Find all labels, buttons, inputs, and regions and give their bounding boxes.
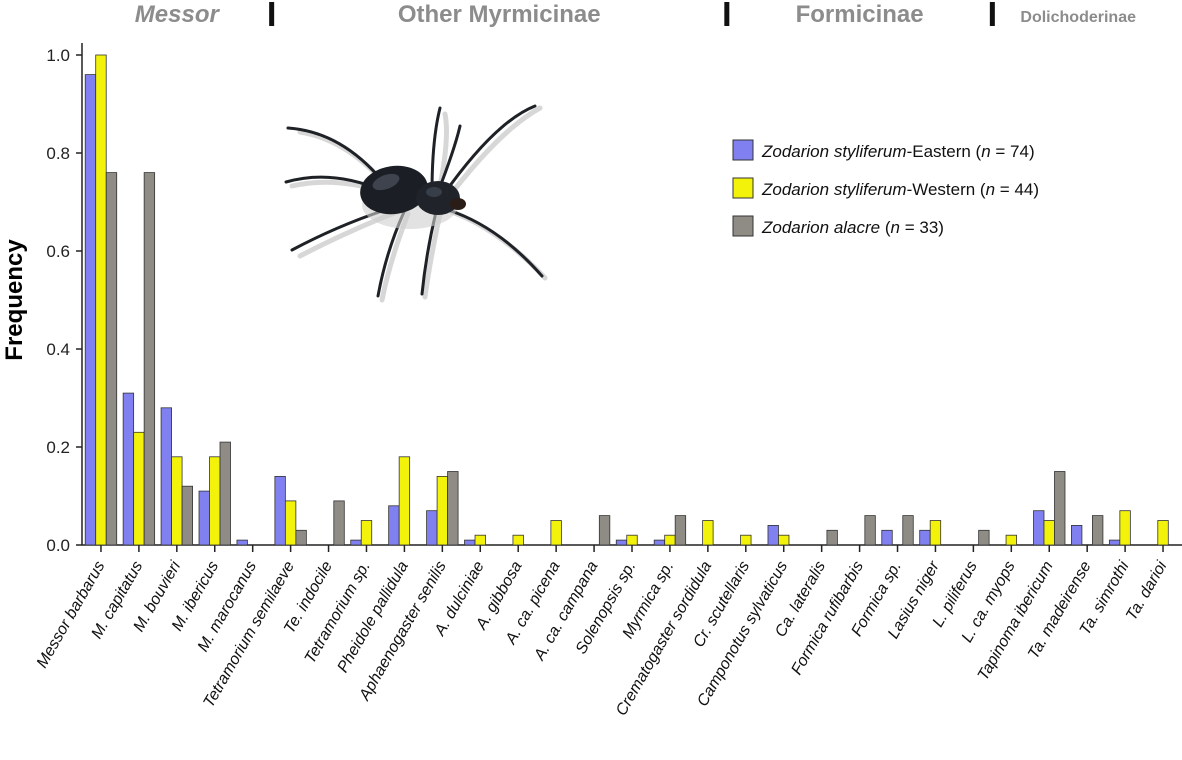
legend-swatch (732, 215, 754, 237)
bar (902, 515, 914, 546)
bar (767, 525, 779, 546)
bar (550, 520, 562, 546)
bar (122, 392, 135, 546)
bar (274, 475, 286, 546)
y-tick-label: 0.8 (46, 144, 70, 163)
bar (360, 520, 373, 546)
bar (653, 539, 666, 546)
legend-entry: Zodarion styliferum-Western (n = 44) (761, 180, 1039, 199)
bar (1005, 534, 1017, 546)
bar (198, 490, 210, 546)
bar (740, 534, 752, 546)
bar (1071, 525, 1083, 546)
bar (1043, 520, 1055, 546)
bar (436, 475, 448, 546)
bar (881, 529, 893, 546)
spider-icon (284, 104, 548, 303)
bar (426, 510, 438, 546)
bar (333, 500, 345, 546)
y-tick-label: 0.2 (46, 438, 70, 457)
bar (133, 431, 145, 546)
bar (615, 539, 628, 546)
bar (626, 534, 638, 546)
bar (978, 529, 990, 546)
bar (464, 539, 476, 546)
y-tick-label: 0.6 (46, 242, 70, 261)
bar (284, 500, 297, 546)
bar (919, 529, 931, 546)
bar (84, 74, 97, 546)
bar (160, 407, 172, 546)
group-label: Other Myrmicinae (398, 1, 601, 28)
legend: Zodarion styliferum-Eastern (n = 74) Zoda… (732, 139, 1039, 237)
category-label: Messor barbarus (34, 559, 109, 671)
y-tick-label: 1.0 (46, 46, 70, 65)
bar (778, 534, 790, 546)
group-separator (269, 2, 275, 26)
bar (171, 456, 183, 546)
bar (398, 456, 411, 546)
group-label: Dolichoderinae (1020, 9, 1136, 26)
group-label: Messor (135, 1, 221, 28)
y-tick-label: 0.0 (46, 536, 70, 555)
bar (209, 456, 221, 546)
bar (350, 539, 362, 546)
bar (143, 172, 156, 546)
bar (1108, 539, 1121, 546)
bar (236, 539, 248, 546)
bar (95, 54, 107, 546)
bar (1054, 471, 1066, 546)
group-label: Formicinae (796, 1, 924, 28)
bar (181, 485, 193, 546)
bar (598, 515, 611, 546)
bar (826, 529, 838, 546)
bar (219, 441, 231, 546)
y-tick-label: 0.4 (46, 340, 70, 359)
bar (702, 520, 714, 546)
bar (1157, 520, 1169, 546)
bar (105, 172, 118, 546)
taxon-group-labels: Messor Other Myrmicinae Formicinae Dolichod… (135, 1, 1136, 28)
bar (295, 529, 307, 546)
bar (864, 515, 876, 546)
legend-swatch (732, 139, 754, 161)
bar (474, 534, 486, 546)
legend-entry: Zodarion styliferum-Eastern (n = 74) (761, 142, 1035, 161)
y-axis-label: Frequency (1, 239, 28, 361)
bar (664, 534, 676, 546)
bar (1092, 515, 1104, 546)
bar (1033, 510, 1045, 546)
bar (388, 505, 400, 546)
legend-entry: Zodarion alacre (n = 33) (761, 218, 944, 237)
bar (447, 471, 459, 546)
bar (1119, 510, 1131, 546)
legend-swatch (732, 177, 754, 199)
bars (84, 54, 1169, 546)
group-separator (989, 2, 995, 26)
bar (674, 515, 687, 546)
bar (512, 534, 524, 546)
group-separator (724, 2, 730, 26)
bar (929, 520, 942, 546)
